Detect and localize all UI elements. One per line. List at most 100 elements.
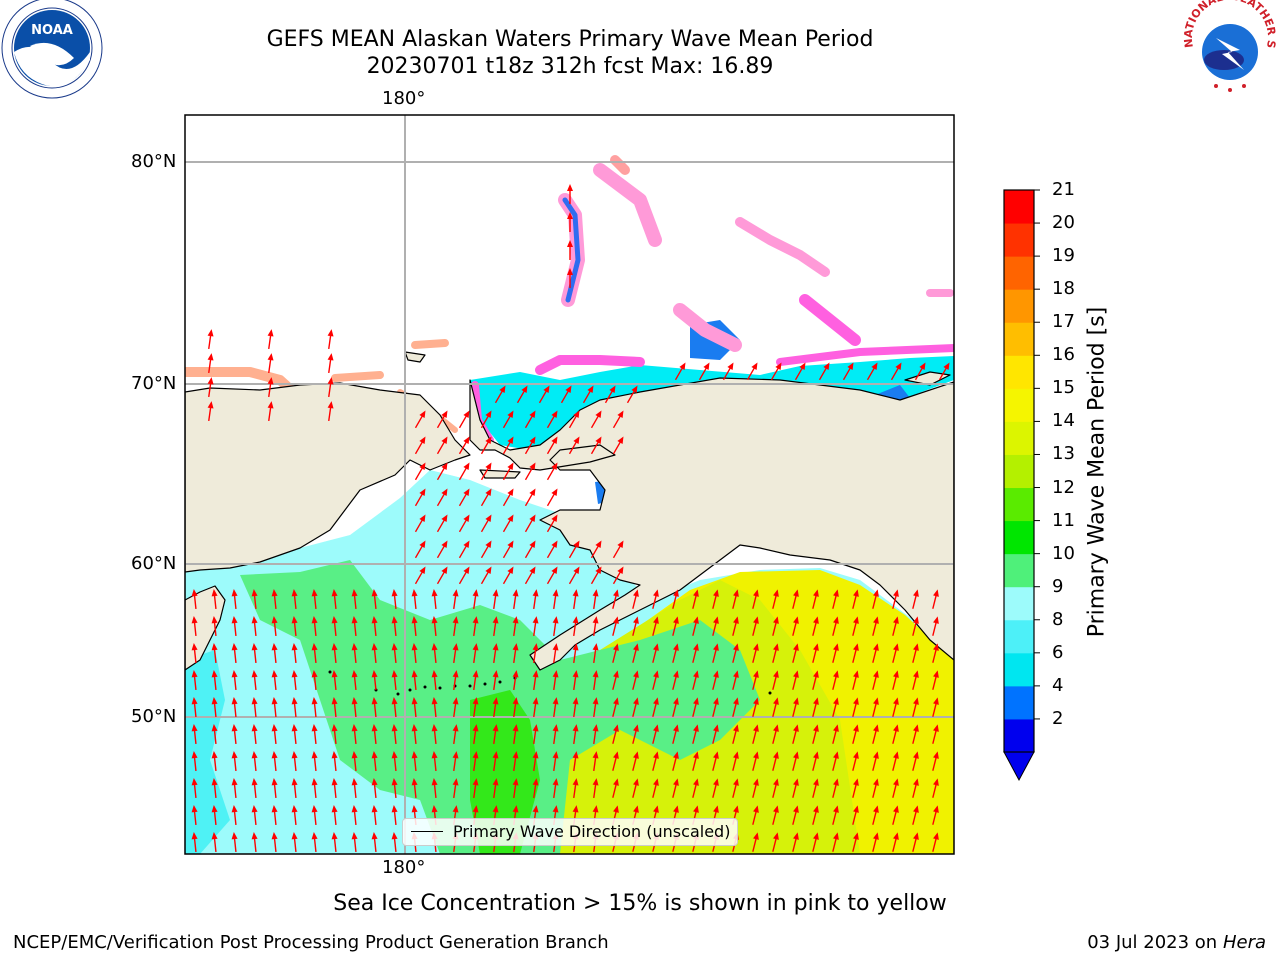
wave-arrow (207, 401, 214, 422)
wave-arrow (772, 616, 779, 636)
wave-arrow (932, 805, 939, 825)
wave-arrow (852, 616, 859, 636)
colorbar-tick-label: 9 (1052, 575, 1064, 597)
colorbar (1003, 189, 1040, 782)
wave-arrow (872, 670, 879, 690)
wave-arrow (632, 697, 639, 717)
wave-arrow (431, 589, 438, 610)
colorbar-tick-label: 21 (1052, 179, 1075, 200)
wave-arrow (752, 643, 759, 663)
wave-arrow (291, 724, 298, 745)
wave-arrow (552, 751, 559, 772)
wave-arrow (371, 589, 378, 610)
wave-arrow (832, 643, 839, 663)
wave-arrow (271, 751, 278, 772)
wave-arrow (436, 566, 448, 585)
wave-arrow (331, 778, 338, 799)
wave-arrow (546, 540, 558, 559)
colorbar-segment (1004, 355, 1034, 389)
wave-arrow (191, 805, 198, 826)
wave-arrow (458, 514, 470, 533)
wave-arrow (772, 589, 779, 609)
wave-arrow (812, 616, 819, 636)
wave-arrow (311, 751, 318, 772)
wave-arrow (532, 724, 539, 745)
wave-arrow (912, 724, 919, 744)
wave-arrow (371, 670, 378, 691)
wave-arrow (452, 643, 459, 664)
wave-arrow (752, 616, 759, 636)
wave-arrow (552, 643, 559, 664)
wave-arrow (572, 751, 579, 772)
title-line-2: 20230701 t18z 312h fcst Max: 16.89 (366, 54, 774, 79)
wave-arrow (842, 362, 854, 381)
wave-arrow (371, 616, 378, 637)
lat-tick-80: 80°N (131, 151, 177, 172)
wave-arrow (912, 697, 919, 717)
wave-arrow (452, 697, 459, 718)
map-plot-area (185, 115, 954, 854)
wave-arrow (524, 514, 536, 533)
wave-arrow (371, 697, 378, 718)
wave-arrow (632, 670, 639, 690)
colorbar-segment (1004, 685, 1034, 720)
land (185, 351, 954, 671)
wave-arrow (251, 616, 258, 637)
wave-arrow (632, 589, 639, 609)
wave-arrow (812, 589, 819, 609)
wave-arrow (912, 670, 919, 690)
wave-arrow (632, 616, 639, 636)
title-line-1: GEFS MEAN Alaskan Waters Primary Wave Me… (266, 27, 874, 52)
wave-arrow (452, 751, 459, 772)
wave-arrow (351, 724, 358, 745)
wave-arrow (267, 377, 274, 398)
noaa-logo-text: NOAA (31, 23, 73, 38)
wave-arrow (712, 670, 719, 690)
wave-arrow (291, 697, 298, 718)
wave-arrow (892, 805, 899, 825)
wave-arrow (524, 488, 536, 507)
wave-arrow (626, 385, 638, 404)
colorbar-tick-label: 14 (1052, 410, 1075, 432)
wave-arrow (892, 778, 899, 798)
wave-arrow (291, 589, 298, 610)
wave-arrow (414, 488, 426, 507)
colorbar-tick-label: 6 (1052, 641, 1064, 663)
wave-arrow (612, 410, 624, 429)
wave-arrow (211, 643, 218, 664)
wave-arrow (772, 670, 779, 690)
wave-arrow (431, 670, 438, 691)
wave-arrow (692, 616, 699, 636)
wave-arrow (794, 362, 806, 381)
wave-arrow (604, 385, 616, 404)
wave-arrow (512, 724, 519, 745)
wave-arrow (612, 670, 619, 690)
wave-arrow (267, 401, 274, 422)
footer-date: 03 Jul 2023 on Hera (1087, 932, 1266, 953)
wave-arrow (480, 488, 492, 507)
wave-arrow (502, 540, 514, 559)
footer-producer: NCEP/EMC/Verification Post Processing Pr… (13, 932, 609, 953)
wave-arrow (672, 697, 679, 717)
wave-arrow (271, 805, 278, 826)
wave-arrow (672, 724, 679, 744)
wave-arrow (411, 643, 418, 664)
wave-arrow (752, 778, 759, 798)
wave-arrow (752, 805, 759, 825)
wave-arrow (291, 751, 298, 772)
wave-arrow (652, 724, 659, 744)
wave-arrow (391, 616, 398, 637)
wave-arrow (832, 616, 839, 636)
wave-arrow (546, 462, 558, 481)
wave-arrow (211, 751, 218, 772)
wave-arrow (524, 436, 536, 455)
lon-tick-bottom: 180° (382, 857, 426, 878)
wave-arrow (271, 643, 278, 664)
wave-arrow (852, 697, 859, 717)
wave-arrow (712, 751, 719, 771)
wave-arrow (458, 540, 470, 559)
wave-arrow (752, 589, 759, 609)
colorbar-segment (1004, 223, 1034, 257)
wave-arrow (291, 616, 298, 637)
wave-arrow (872, 697, 879, 717)
